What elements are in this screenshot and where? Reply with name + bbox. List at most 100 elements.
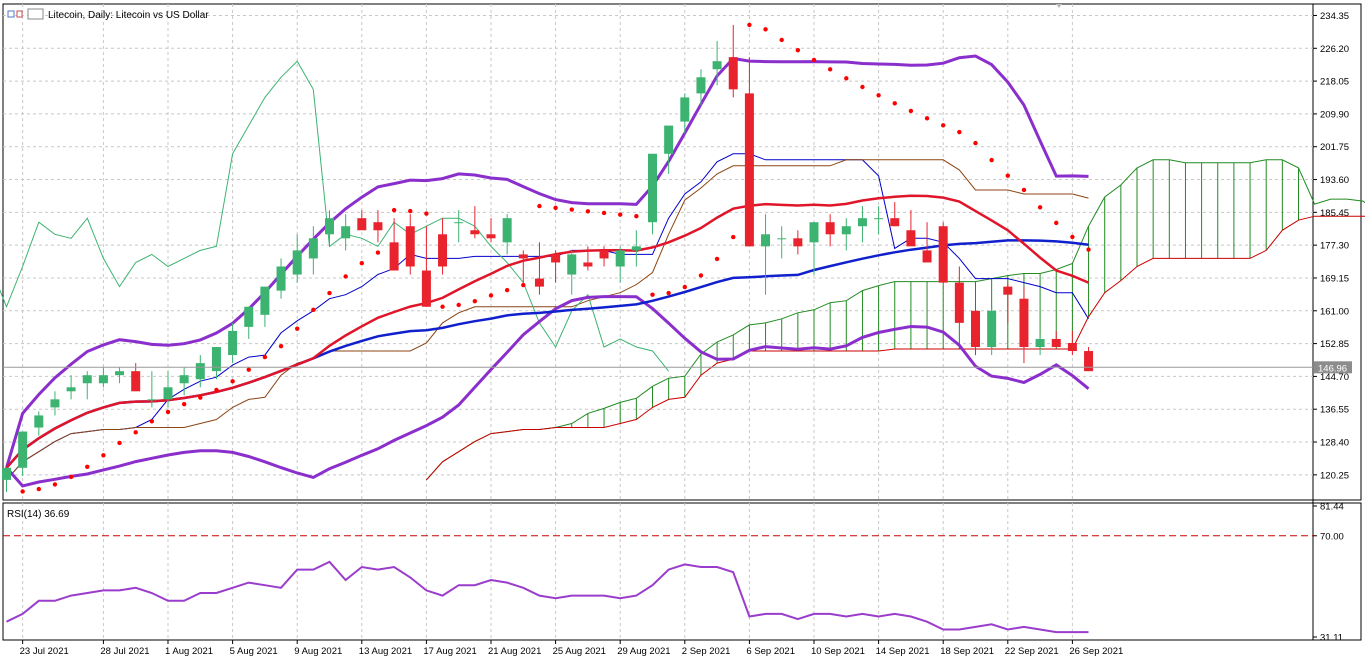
- indicator-overlays: [5, 54, 1090, 488]
- candle-body[interactable]: [34, 415, 44, 428]
- candle-body[interactable]: [163, 387, 173, 400]
- candle-body[interactable]: [82, 375, 92, 384]
- psar-dot: [860, 84, 865, 90]
- candle-body[interactable]: [179, 375, 189, 384]
- candle-body[interactable]: [66, 387, 76, 392]
- candle-body[interactable]: [857, 218, 867, 227]
- rsi-pane-border: [2, 502, 1362, 641]
- candle-body[interactable]: [551, 254, 561, 263]
- candle-body[interactable]: [98, 375, 108, 384]
- candle-body[interactable]: [405, 226, 415, 267]
- candle-body[interactable]: [696, 77, 706, 94]
- candle-body[interactable]: [954, 282, 964, 323]
- candle-body[interactable]: [987, 310, 997, 348]
- candle-body[interactable]: [18, 431, 28, 468]
- candle-body[interactable]: [131, 371, 141, 392]
- psar-dot: [456, 302, 461, 308]
- candle-body[interactable]: [389, 242, 399, 271]
- candle-body[interactable]: [325, 218, 334, 235]
- rsi-tick-label: 31.11: [1320, 633, 1343, 644]
- psar-dot: [359, 261, 364, 266]
- candle-body[interactable]: [308, 238, 318, 259]
- candle-body[interactable]: [244, 306, 254, 327]
- candle-body[interactable]: [276, 266, 286, 291]
- candle-body[interactable]: [1003, 286, 1013, 295]
- candle-body[interactable]: [1067, 342, 1077, 352]
- candle-body[interactable]: [906, 230, 916, 247]
- candle-body[interactable]: [470, 230, 480, 235]
- price-tick-label: 234.35: [1320, 11, 1349, 22]
- bollinger-lower: [5, 295, 1090, 488]
- candle-body[interactable]: [228, 330, 238, 356]
- candle-body[interactable]: [793, 238, 803, 247]
- main-pane-border: [2, 3, 1362, 501]
- psar-dot: [601, 210, 607, 216]
- candle-body[interactable]: [712, 61, 722, 70]
- candle-body[interactable]: [260, 286, 270, 315]
- candle-body[interactable]: [292, 250, 302, 275]
- candle-body[interactable]: [373, 222, 383, 231]
- candle-body[interactable]: [777, 238, 787, 240]
- candle-body[interactable]: [1051, 338, 1061, 348]
- price-tick-label: 120.25: [1320, 470, 1349, 481]
- candle-body[interactable]: [922, 250, 932, 263]
- candle-body[interactable]: [809, 222, 819, 243]
- candle-body[interactable]: [147, 399, 157, 401]
- candle-body[interactable]: [938, 226, 948, 283]
- candlesticks[interactable]: [2, 24, 1094, 492]
- candle-body[interactable]: [599, 250, 609, 259]
- candle-body[interactable]: [1084, 351, 1094, 372]
- candle-body[interactable]: [567, 254, 577, 275]
- candle-body[interactable]: [728, 57, 738, 90]
- candle-body[interactable]: [1035, 338, 1045, 348]
- psar-dot: [375, 250, 381, 255]
- psar-dot: [343, 274, 348, 279]
- candle-body[interactable]: [1019, 298, 1029, 348]
- psar-dot: [1005, 173, 1010, 178]
- window-tab-icon: [27, 8, 44, 20]
- psar-dot: [844, 76, 849, 81]
- psar-dot: [924, 116, 930, 121]
- time-tick-label: 18 Sep 2021: [940, 646, 994, 657]
- candle-body[interactable]: [195, 363, 205, 380]
- candle-body[interactable]: [971, 310, 980, 348]
- candle-body[interactable]: [648, 153, 657, 223]
- psar-dot: [20, 489, 25, 494]
- candle-body[interactable]: [874, 218, 884, 220]
- candle-body[interactable]: [486, 234, 496, 239]
- candle-body[interactable]: [2, 467, 11, 480]
- candle-body[interactable]: [825, 222, 835, 235]
- price-tick-label: 226.20: [1320, 44, 1349, 55]
- candle-body[interactable]: [841, 226, 851, 235]
- candle-body[interactable]: [615, 250, 625, 267]
- time-tick-label: 10 Sep 2021: [811, 646, 865, 657]
- candle-body[interactable]: [890, 218, 900, 227]
- candle-body[interactable]: [438, 234, 448, 267]
- candle-body[interactable]: [534, 278, 544, 287]
- psar-dot: [504, 287, 510, 293]
- scroll-marker-icon[interactable]: [1056, 4, 1062, 8]
- candle-body[interactable]: [518, 254, 528, 259]
- price-tick-label: 209.90: [1320, 109, 1349, 120]
- candle-body[interactable]: [211, 347, 221, 372]
- candle-body[interactable]: [744, 93, 754, 247]
- candle-body[interactable]: [664, 125, 674, 154]
- price-tick-label: 152.85: [1320, 339, 1349, 350]
- candle-body[interactable]: [341, 226, 351, 239]
- psar-dot: [747, 22, 752, 28]
- candle-body[interactable]: [761, 234, 771, 247]
- candle-body[interactable]: [502, 218, 512, 243]
- candle-body[interactable]: [115, 371, 125, 376]
- psar-dot: [149, 419, 155, 424]
- candle-body[interactable]: [421, 270, 431, 307]
- candle-body[interactable]: [454, 222, 464, 224]
- candle-body[interactable]: [680, 97, 690, 122]
- candle-body[interactable]: [50, 399, 60, 408]
- candle-body[interactable]: [631, 246, 641, 251]
- psar-dot: [424, 211, 429, 216]
- candle-body[interactable]: [583, 262, 593, 267]
- candle-body[interactable]: [357, 218, 367, 231]
- price-tick-label: 185.45: [1320, 208, 1349, 219]
